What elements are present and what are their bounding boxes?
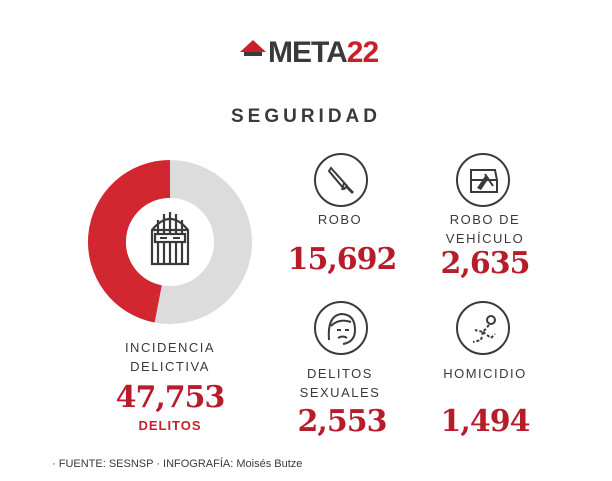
stat-homicidio-value: 1,494 (440, 404, 531, 439)
stat-sexuales-value: 2,553 (297, 404, 388, 439)
incidence-donut-chart (88, 160, 252, 324)
total-label: INCIDENCIA DELICTIVA (124, 340, 216, 374)
footer-source: · FUENTE: SESNSP · INFOGRAFÍA: Moisés Bu… (52, 458, 303, 470)
logo: META22 (268, 36, 379, 69)
total-unit: DELITOS (138, 418, 202, 433)
stat-homicidio-label: HOMICIDIO (443, 366, 527, 381)
stat-robo-label: ROBO (317, 212, 363, 227)
stat-robo-value: 15,692 (287, 242, 398, 277)
section-title: SEGURIDAD (230, 106, 381, 127)
knife-icon (314, 153, 368, 207)
jail-window-icon (150, 212, 190, 266)
stat-sexuales-label: DELITOS SEXUALES (299, 366, 381, 400)
stat-vehiculo-value: 2,635 (440, 246, 531, 281)
distressed-face-icon (314, 301, 368, 355)
total-value: 47,753 (115, 380, 226, 415)
car-theft-icon (456, 153, 510, 207)
stat-vehiculo-label: ROBO DE VEHÍCULO (445, 212, 525, 246)
fallen-body-icon (456, 301, 510, 355)
donut-highlight-segment (88, 160, 171, 323)
logo-house-icon (240, 40, 266, 56)
